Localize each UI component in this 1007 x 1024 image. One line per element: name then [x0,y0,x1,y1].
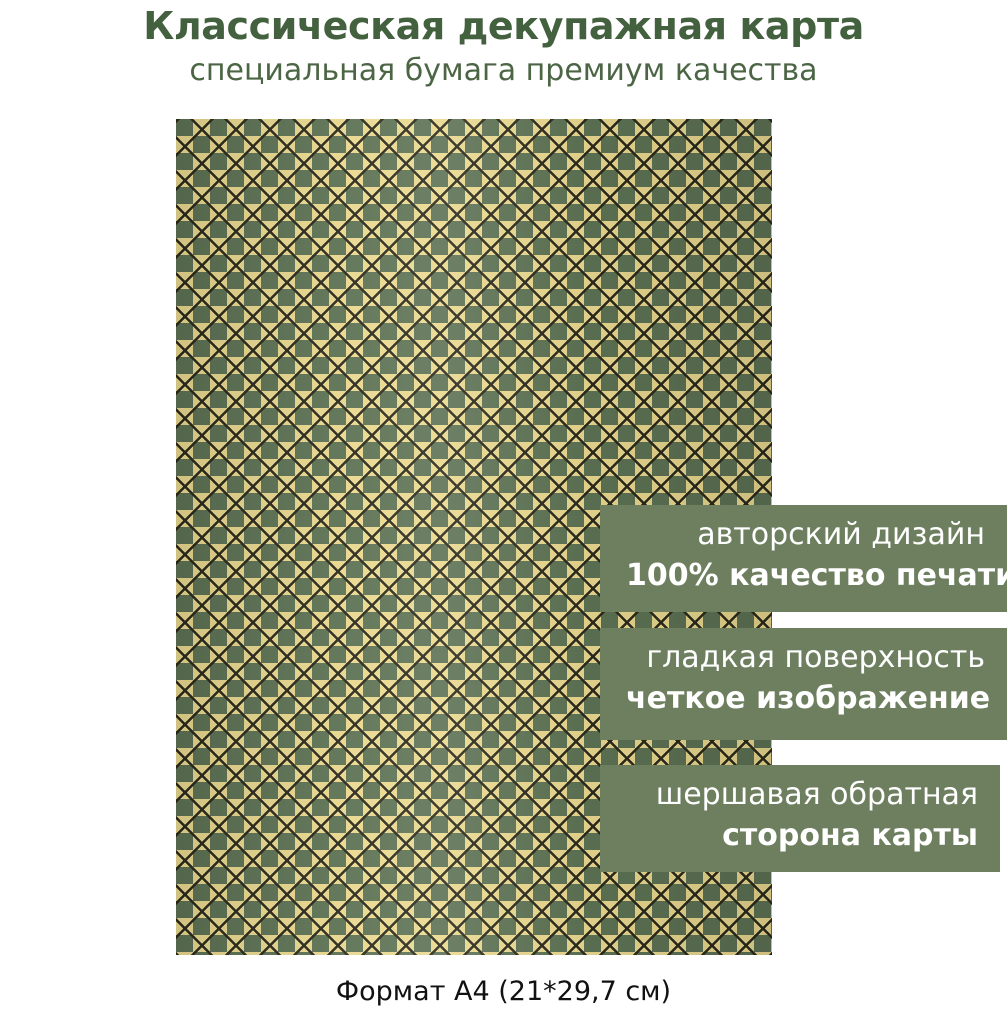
feature-badge-design: авторский дизайн 100% качество печати [600,505,1007,612]
badge-surface-line-light: гладкая поверхность [646,640,985,675]
page-title: Классическая декупажная карта [143,4,864,48]
badge-reverse-line-light: шершавая обратная [655,777,978,812]
header-block: Классическая декупажная карта специальна… [0,0,1007,112]
badge-surface-line-bold: четкое изображение [626,681,991,716]
format-caption: Формат А4 (21*29,7 см) [335,976,672,1007]
feature-badge-surface: гладкая поверхность четкое изображение [600,628,1007,740]
feature-badge-reverse: шершавая обратная сторона карты [600,765,1000,872]
page-subtitle: специальная бумага премиум качества [189,53,818,88]
badge-design-line-light: авторский дизайн [697,517,985,552]
badge-reverse-line-bold: сторона карты [722,818,978,853]
badge-design-line-bold: 100% качество печати [626,558,1007,593]
